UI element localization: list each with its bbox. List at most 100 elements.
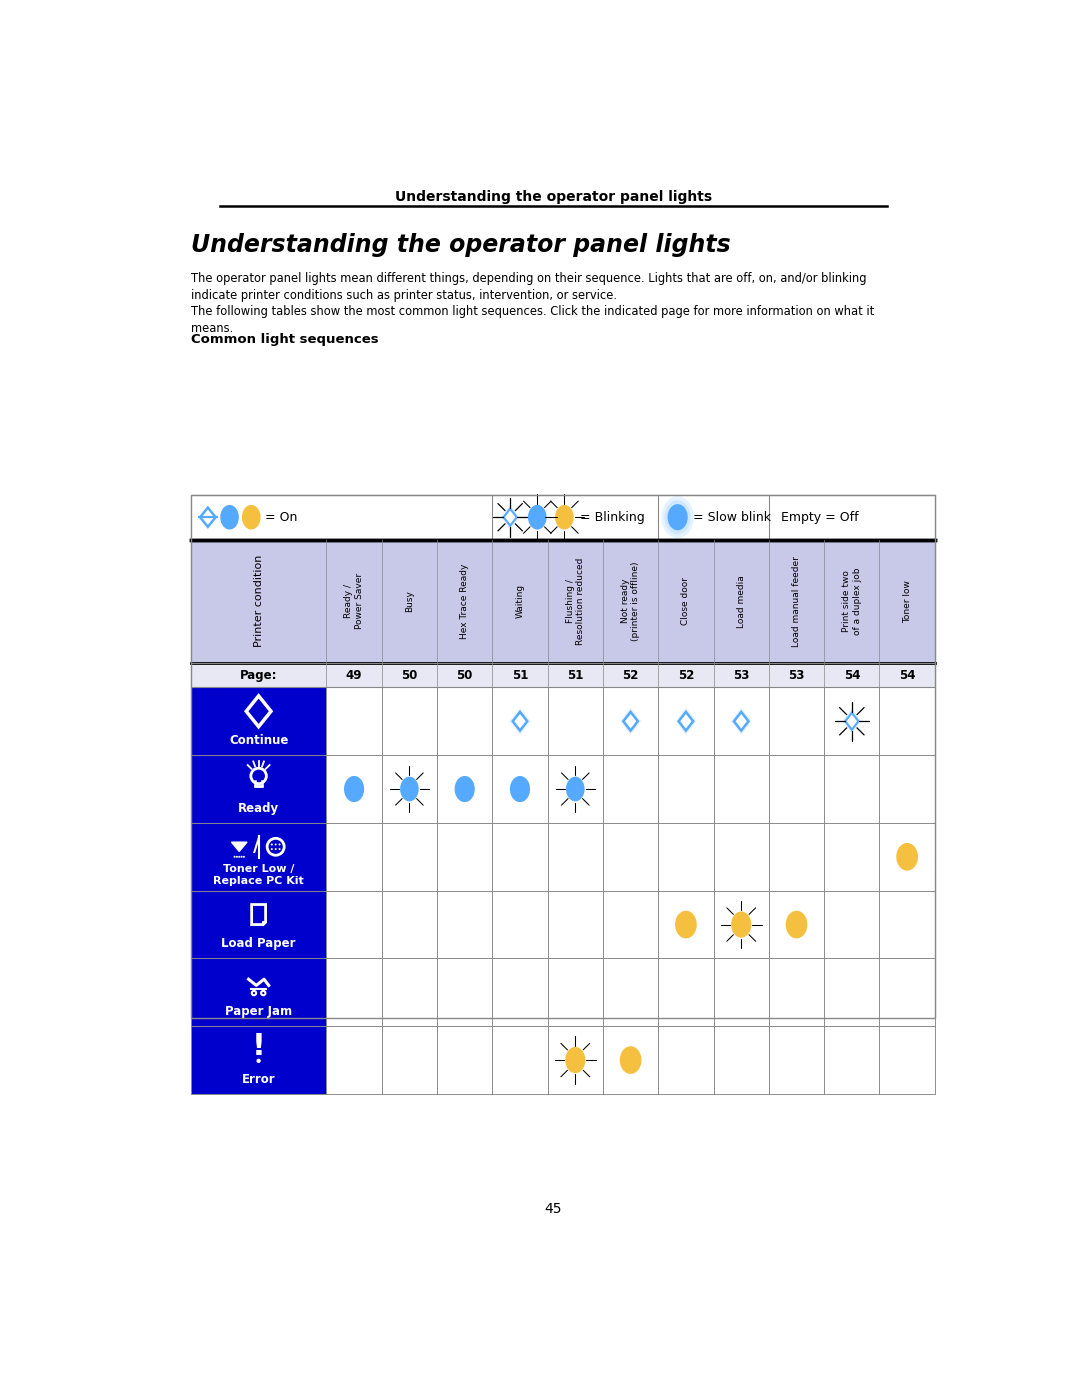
- Bar: [879, 687, 935, 756]
- Ellipse shape: [242, 504, 260, 529]
- Bar: [603, 823, 659, 891]
- Polygon shape: [509, 707, 531, 735]
- Text: = Blinking: = Blinking: [580, 511, 645, 524]
- Bar: [191, 662, 935, 687]
- Bar: [659, 687, 714, 756]
- Bar: [437, 891, 492, 958]
- Bar: [381, 958, 437, 1027]
- Text: Understanding the operator panel lights: Understanding the operator panel lights: [191, 233, 730, 257]
- Bar: [326, 756, 381, 823]
- Text: 51: 51: [567, 669, 583, 682]
- Ellipse shape: [510, 775, 530, 802]
- Ellipse shape: [555, 504, 573, 529]
- Bar: [769, 823, 824, 891]
- Ellipse shape: [400, 777, 419, 802]
- Ellipse shape: [662, 496, 693, 538]
- Bar: [191, 495, 935, 1018]
- Circle shape: [279, 844, 281, 845]
- Bar: [437, 823, 492, 891]
- Polygon shape: [502, 507, 518, 528]
- Circle shape: [256, 1059, 260, 1063]
- Bar: [191, 1027, 326, 1094]
- Circle shape: [271, 848, 273, 851]
- Circle shape: [239, 856, 240, 858]
- Text: Printer condition: Printer condition: [254, 555, 264, 647]
- Bar: [326, 1027, 381, 1094]
- Text: 50: 50: [457, 669, 473, 682]
- Bar: [492, 891, 548, 958]
- Text: Paper Jam: Paper Jam: [225, 1004, 293, 1018]
- Bar: [824, 891, 879, 958]
- Text: 52: 52: [678, 669, 694, 682]
- Bar: [191, 891, 326, 958]
- Bar: [381, 1027, 437, 1094]
- Bar: [381, 891, 437, 958]
- Polygon shape: [732, 710, 751, 733]
- Bar: [191, 495, 935, 1018]
- Circle shape: [233, 856, 235, 858]
- Text: = Slow blink: = Slow blink: [693, 511, 771, 524]
- Polygon shape: [677, 710, 694, 733]
- Text: Hex Trace Ready: Hex Trace Ready: [460, 563, 469, 638]
- Polygon shape: [231, 842, 247, 851]
- Bar: [769, 1027, 824, 1094]
- Text: Common light sequences: Common light sequences: [191, 334, 378, 346]
- Text: 49: 49: [346, 669, 362, 682]
- Bar: [824, 958, 879, 1027]
- Bar: [492, 958, 548, 1027]
- Bar: [659, 891, 714, 958]
- Bar: [548, 687, 603, 756]
- Bar: [437, 687, 492, 756]
- Text: !: !: [252, 1032, 266, 1062]
- Text: Busy: Busy: [405, 590, 414, 612]
- Bar: [492, 1027, 548, 1094]
- Text: 50: 50: [401, 669, 418, 682]
- Bar: [769, 756, 824, 823]
- Polygon shape: [846, 712, 859, 729]
- Ellipse shape: [528, 504, 546, 529]
- Ellipse shape: [667, 504, 688, 531]
- Bar: [381, 823, 437, 891]
- Ellipse shape: [664, 500, 691, 534]
- Text: Empty = Off: Empty = Off: [781, 511, 859, 524]
- Text: Toner Low /: Toner Low /: [222, 865, 295, 875]
- Circle shape: [271, 844, 273, 845]
- Text: Toner low: Toner low: [903, 580, 912, 623]
- Bar: [548, 756, 603, 823]
- Bar: [191, 495, 935, 539]
- Text: The operator panel lights mean different things, depending on their sequence. Li: The operator panel lights mean different…: [191, 271, 866, 302]
- Text: 53: 53: [788, 669, 805, 682]
- Polygon shape: [513, 712, 527, 731]
- Bar: [492, 756, 548, 823]
- Bar: [548, 958, 603, 1027]
- Bar: [824, 756, 879, 823]
- Bar: [437, 958, 492, 1027]
- Bar: [659, 1027, 714, 1094]
- Text: The following tables show the most common light sequences. Click the indicated p: The following tables show the most commo…: [191, 306, 874, 335]
- Polygon shape: [678, 712, 693, 731]
- Text: Load media: Load media: [737, 574, 745, 627]
- Bar: [659, 823, 714, 891]
- Bar: [603, 687, 659, 756]
- Bar: [714, 958, 769, 1027]
- Bar: [437, 756, 492, 823]
- Text: 54: 54: [843, 669, 860, 682]
- Text: 45: 45: [544, 1201, 563, 1215]
- Bar: [191, 958, 326, 1027]
- Polygon shape: [500, 504, 521, 529]
- Ellipse shape: [455, 775, 475, 802]
- Circle shape: [274, 848, 276, 851]
- Bar: [714, 891, 769, 958]
- Bar: [879, 1027, 935, 1094]
- Ellipse shape: [731, 911, 752, 937]
- Text: Flushing /
Resolution reduced: Flushing / Resolution reduced: [566, 557, 585, 645]
- Bar: [548, 891, 603, 958]
- Bar: [191, 823, 326, 891]
- Text: Close door: Close door: [681, 577, 690, 624]
- Polygon shape: [511, 710, 529, 733]
- Text: Understanding the operator panel lights: Understanding the operator panel lights: [395, 190, 712, 204]
- Bar: [824, 823, 879, 891]
- Text: Waiting: Waiting: [515, 584, 525, 619]
- Bar: [191, 539, 935, 662]
- Text: = On: = On: [266, 511, 298, 524]
